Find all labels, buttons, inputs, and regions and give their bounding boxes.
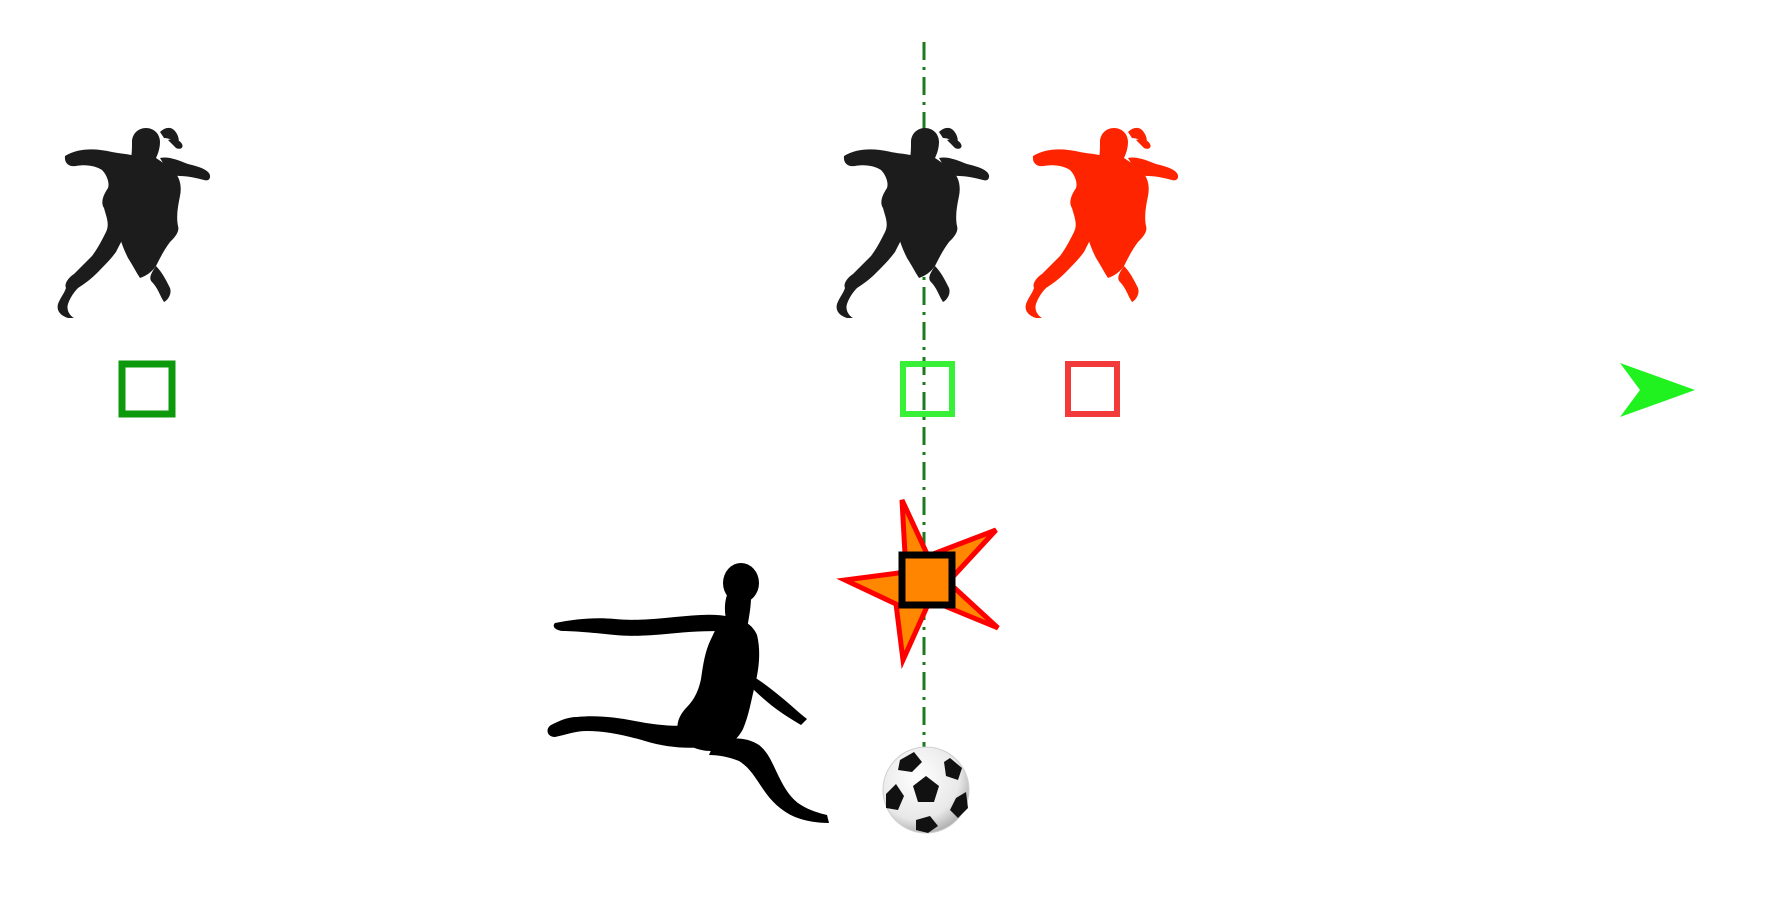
aligned-marker xyxy=(900,361,955,417)
soccer-ball-icon xyxy=(882,746,970,834)
start-marker xyxy=(118,360,176,418)
timeline-arrowhead xyxy=(1620,363,1695,417)
jumper-start xyxy=(57,127,211,318)
contact-point-marker xyxy=(898,551,956,609)
kicker-silhouette xyxy=(547,563,829,823)
late-marker xyxy=(1065,361,1120,417)
jumper-aligned xyxy=(836,127,990,318)
jumper-late xyxy=(1025,127,1179,318)
